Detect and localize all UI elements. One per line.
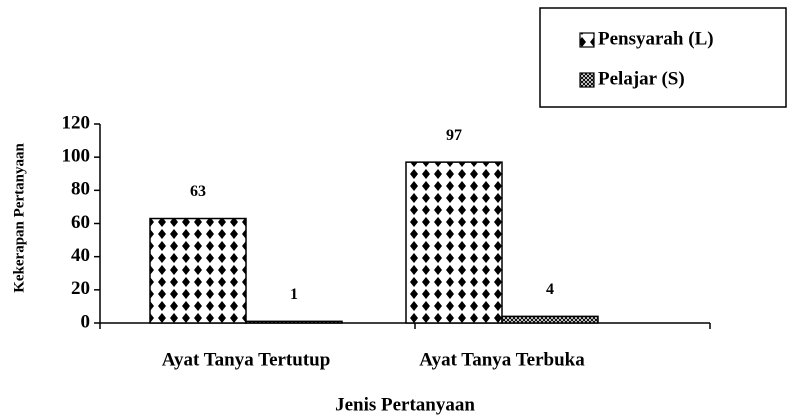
data-label: 1 — [290, 286, 298, 303]
y-tick-label: 20 — [71, 278, 90, 299]
bar — [149, 217, 247, 324]
legend-label: Pensyarah (L) — [598, 28, 714, 49]
y-tick-label: 40 — [71, 245, 90, 266]
bar — [245, 320, 343, 324]
x-tick-label: Ayat Tanya Tertutup — [162, 349, 331, 370]
legend-swatch — [579, 32, 595, 48]
x-tick-label: Ayat Tanya Terbuka — [419, 349, 585, 370]
legend-swatch — [579, 72, 595, 88]
data-label: 4 — [546, 281, 554, 298]
data-label: 97 — [446, 127, 462, 144]
bar — [405, 161, 503, 324]
y-tick-label: 80 — [71, 179, 90, 200]
y-tick-label: 60 — [71, 212, 90, 233]
data-label: 63 — [190, 183, 206, 200]
y-axis-title: Kekerapan Pertanyaan — [11, 143, 27, 293]
y-tick-label: 100 — [62, 146, 91, 167]
y-tick-label: 120 — [62, 112, 91, 133]
y-tick-label: 0 — [81, 311, 91, 332]
x-axis-title: Jenis Pertanyaan — [335, 394, 475, 415]
legend-label: Pelajar (S) — [598, 68, 685, 89]
bar — [501, 315, 599, 324]
legend-box — [539, 7, 787, 108]
